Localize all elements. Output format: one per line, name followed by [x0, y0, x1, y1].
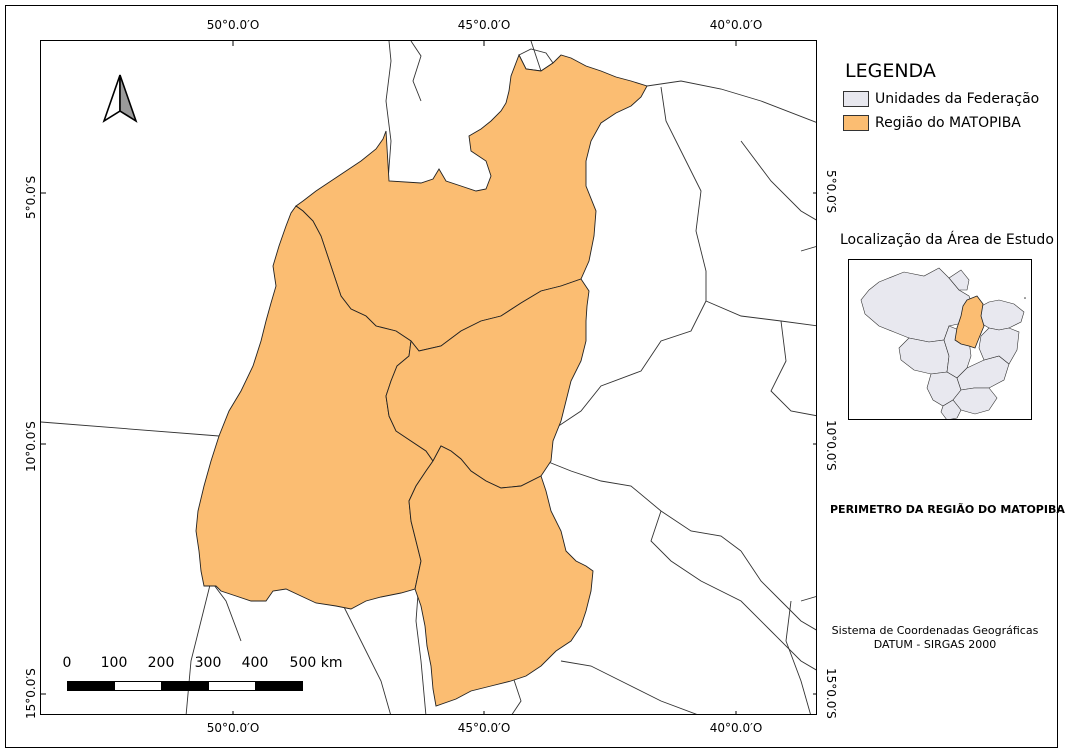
scale-segment: [255, 681, 303, 691]
border-line: [560, 660, 697, 714]
scale-label: 200: [147, 655, 175, 671]
scale-segment: [208, 681, 256, 691]
brazil-states: [860, 267, 1025, 419]
legend-label: Região do MATOPIBA: [875, 115, 1021, 131]
legend-swatch-matopiba: [843, 115, 869, 131]
scale-segment: [161, 681, 209, 691]
graticule-ticks: [41, 41, 816, 714]
coord-top-40w: 40°0.0′O: [709, 18, 763, 32]
coord-right-15s: 15°0.0′S: [824, 668, 838, 719]
legend-item-matopiba: Região do MATOPIBA: [843, 115, 1021, 131]
state-shape: [952, 387, 998, 415]
border-line: [545, 460, 742, 552]
border-line: [510, 670, 522, 714]
state-shape: [948, 269, 970, 291]
scale-segment: [67, 681, 115, 691]
crs-line-2: DATUM - SIRGAS 2000: [873, 638, 997, 651]
crs-info: Sistema de Coordenadas Geográficas DATUM…: [830, 624, 1040, 652]
inset-canvas: [860, 267, 1026, 419]
scale-label: 300: [194, 655, 222, 671]
federation-borders: [41, 41, 816, 714]
border-line: [800, 246, 816, 252]
coord-left-5s: 5°0.0′S: [24, 175, 38, 219]
region-bahia: [408, 445, 594, 707]
legend-label: Unidades da Federação: [875, 91, 1040, 107]
border-line: [650, 510, 816, 671]
border-line: [660, 86, 707, 301]
border-line: [41, 421, 220, 437]
border-line: [410, 41, 422, 102]
border-line: [785, 600, 811, 714]
scale-label: 400: [241, 655, 269, 671]
inset-island: [1024, 297, 1026, 299]
coord-left-15s: 15°0.0′S: [24, 668, 38, 719]
scale-segment: [114, 681, 162, 691]
scale-label: 0: [62, 655, 72, 671]
border-line: [705, 300, 816, 327]
state-shape: [898, 337, 950, 375]
coord-bottom-40w: 40°0.0′O: [709, 721, 763, 735]
border-line: [646, 80, 816, 123]
coord-top-50w: 50°0.0′O: [206, 18, 260, 32]
legend-title: LEGENDA: [845, 60, 936, 82]
inset-title: Localização da Área de Estudo: [840, 232, 1054, 248]
north-arrow-icon: [102, 74, 138, 123]
coord-left-10s: 10°0.0′S: [24, 421, 38, 472]
border-line: [740, 550, 816, 631]
page-frame: [5, 5, 1058, 748]
map-canvas[interactable]: [41, 41, 817, 715]
coord-bottom-50w: 50°0.0′O: [206, 721, 260, 735]
state-shape: [978, 327, 1020, 365]
crs-line-1: Sistema de Coordenadas Geográficas: [831, 624, 1039, 637]
border-line: [800, 596, 816, 602]
main-map[interactable]: [40, 40, 817, 715]
map-subtitle: PERIMETRO DA REGIÃO DO MATOPIBA: [830, 503, 1065, 516]
coord-top-45w: 45°0.0′O: [457, 18, 511, 32]
state-shape: [940, 399, 962, 419]
coord-right-10s: 10°0.0′S: [824, 420, 838, 471]
scale-label: 100: [100, 655, 128, 671]
legend-item-federation: Unidades da Federação: [843, 91, 1039, 107]
legend-swatch-federation: [843, 91, 869, 107]
state-shape: [973, 299, 1025, 331]
border-line: [340, 600, 391, 714]
inset-map[interactable]: [848, 259, 1032, 420]
region-tocantins: [195, 205, 434, 610]
border-line: [210, 580, 242, 642]
border-line: [740, 140, 816, 221]
coord-right-5s: 5°0.0′S: [824, 170, 838, 214]
border-line: [770, 320, 816, 417]
scale-label: 500 km: [289, 655, 343, 671]
scale-bar: 0 100 200 300 400 500 km: [58, 655, 342, 695]
inset-matopiba: [954, 295, 985, 349]
border-line: [385, 41, 392, 182]
coord-bottom-45w: 45°0.0′O: [457, 721, 511, 735]
matopiba-region[interactable]: [195, 53, 648, 707]
